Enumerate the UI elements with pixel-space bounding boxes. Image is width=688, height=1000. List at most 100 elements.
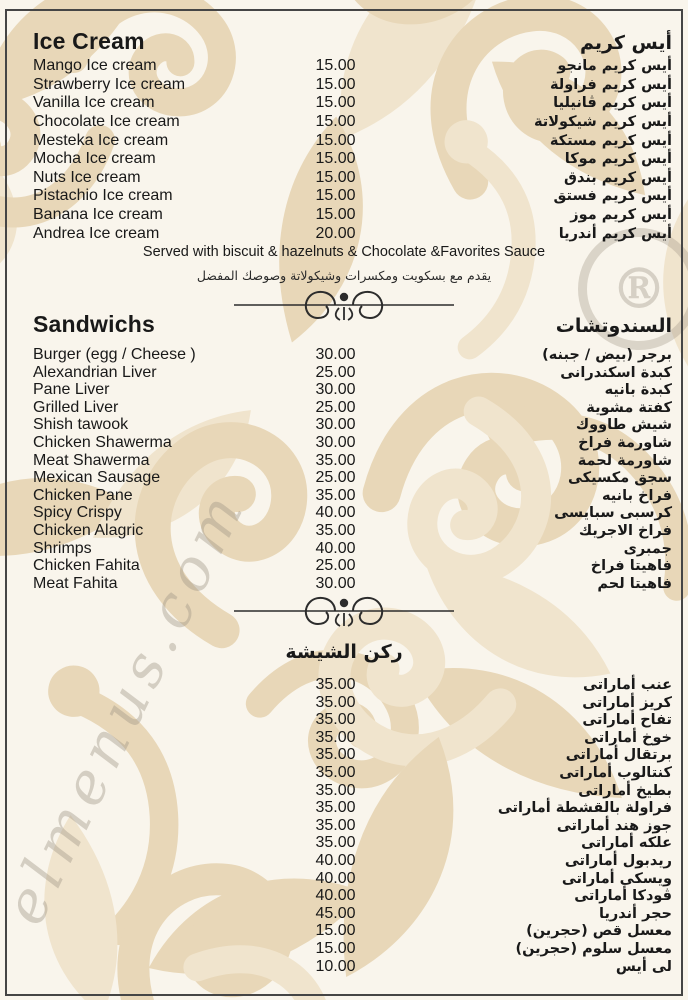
item-name-ar: فاهيتا فراخ: [590, 558, 672, 575]
menu-row: 35.00 برتقال أماراتى: [33, 746, 673, 764]
item-name-en: Chocolate Ice cream: [33, 113, 180, 131]
item-name-ar: فراخ الاجريك: [578, 522, 672, 539]
item-price: 45.00: [315, 904, 356, 922]
item-name-en: Pane Liver: [33, 381, 110, 399]
item-price: 35.00: [315, 746, 356, 764]
menu-row: Mocha Ice cream 15.00 أيس كريم موكا: [33, 150, 672, 169]
item-name-en: Banana Ice cream: [33, 206, 163, 224]
item-price: 40.00: [315, 504, 356, 522]
item-name-ar: كفتة مشوية: [586, 399, 672, 416]
menu-row: Banana Ice cream 15.00 أيس كريم موز: [33, 206, 672, 225]
item-name-ar: جمبرى: [623, 540, 672, 557]
menu-row: 15.00 معسل قص (حجرين): [33, 922, 673, 940]
item-name-ar: شاورمة لحمة: [577, 452, 672, 469]
menu-row: Shrimps 40.00 جمبرى: [33, 540, 672, 558]
item-name-ar: أيس كريم بندق: [564, 169, 672, 186]
item-price: 35.00: [315, 816, 356, 834]
item-price: 15.00: [315, 113, 356, 131]
item-price: 15.00: [315, 168, 356, 186]
item-name-en: Meat Fahita: [33, 574, 118, 592]
ornament-divider: [234, 596, 454, 627]
item-name-ar: أيس كريم مانجو: [557, 58, 672, 75]
item-price: 30.00: [315, 416, 356, 434]
menu-row: Chicken Fahita 25.00 فاهيتا فراخ: [33, 557, 672, 575]
ice-cream-title-ar: أيس كريم: [579, 32, 672, 54]
item-name-en: Chicken Alagric: [33, 521, 144, 539]
registered-symbol: ®: [611, 256, 667, 322]
item-price: 35.00: [315, 451, 356, 469]
item-price: 35.00: [315, 521, 356, 539]
item-name-en: Pistachio Ice cream: [33, 187, 173, 205]
item-price: 40.00: [315, 539, 356, 557]
menu-row: Pistachio Ice cream 15.00 أيس كريم فستق: [33, 187, 672, 206]
menu-row: 35.00 كنتالوب أماراتى: [33, 764, 673, 782]
item-name-en: Grilled Liver: [33, 398, 119, 416]
item-name-ar: ڤودكا أماراتى: [574, 888, 672, 905]
item-price: 30.00: [315, 574, 356, 592]
menu-row: 35.00 كريز أماراتى: [33, 694, 673, 712]
menu-row: Shish tawook 30.00 شيش طاووك: [33, 416, 672, 434]
item-name-ar: عنب أماراتى: [582, 677, 672, 693]
item-name-en: Mesteka Ice cream: [33, 131, 169, 149]
item-name-en: Chicken Fahita: [33, 557, 140, 575]
menu-row: 35.00 علكه أماراتى: [33, 834, 673, 852]
item-name-ar: بطيخ أماراتى: [578, 782, 672, 799]
item-price: 35.00: [315, 799, 356, 817]
item-name-ar: فراولة بالقشطة أماراتى: [497, 800, 672, 817]
item-name-ar: لى أيس: [615, 958, 672, 975]
item-price: 15.00: [315, 939, 356, 957]
item-name-ar: معسل سلوم (حجرين): [515, 940, 672, 957]
item-name-en: Strawberry Ice cream: [33, 75, 186, 93]
menu-row: Mango Ice cream 15.00 أيس كريم مانجو: [33, 57, 672, 76]
registered-trademark-watermark: ®: [578, 228, 688, 350]
menu-row: Meat Shawerma 35.00 شاورمة لحمة: [33, 452, 672, 470]
item-name-en: Vanilla Ice cream: [33, 94, 155, 112]
item-name-ar: برتقال أماراتى: [565, 747, 672, 764]
item-name-ar: ريدبول أماراتى: [564, 852, 672, 869]
item-price: 20.00: [315, 224, 356, 242]
menu-row: Spicy Crispy 40.00 كرسبى سبايسى: [33, 504, 672, 522]
item-name-ar: كبدة بانيه: [604, 382, 672, 399]
item-price: 15.00: [315, 75, 356, 93]
item-name-ar: كرسبى سبايسى: [554, 505, 672, 522]
item-price: 15.00: [315, 922, 356, 940]
shisha-title-ar: ركن الشيشة: [285, 641, 403, 663]
item-name-ar: أيس كريم موكا: [564, 151, 672, 168]
item-price: 10.00: [315, 957, 356, 975]
item-price: 40.00: [315, 851, 356, 869]
ice-cream-note-ar: يقدم مع بسكويت ومكسرات وشيكولاتة وصوصك ا…: [196, 268, 492, 283]
item-price: 15.00: [315, 187, 356, 205]
item-price: 35.00: [315, 834, 356, 852]
menu-row: Alexandrian Liver 25.00 كبدة اسكندرانى: [33, 364, 672, 382]
item-name-en: Shrimps: [33, 539, 92, 557]
ice-cream-note-en: Served with biscuit & hazelnuts & Chocol…: [142, 244, 546, 260]
menu-row: 35.00 عنب أماراتى: [33, 676, 673, 694]
menu-row: 35.00 خوخ أماراتى: [33, 729, 673, 747]
item-price: 30.00: [315, 433, 356, 451]
item-name-en: Burger (egg / Cheese ): [33, 346, 196, 363]
menu-row: Andrea Ice cream 20.00 أيس كريم أندريا: [33, 224, 672, 243]
item-name-ar: أيس كريم أندريا: [558, 225, 672, 242]
item-name-ar: برجر (بيض / جبنه): [542, 347, 672, 363]
item-name-ar: علكه أماراتى: [581, 835, 672, 852]
sandwich-items: Burger (egg / Cheese ) 30.00 برجر (بيض / ج…: [33, 346, 672, 592]
item-price: 35.00: [315, 676, 356, 693]
item-name-ar: أيس كريم ڤانيليا: [553, 95, 672, 112]
item-price: 35.00: [315, 711, 356, 729]
menu-row: Mexican Sausage 25.00 سجق مكسيكى: [33, 469, 672, 487]
ornament-divider: [234, 290, 454, 321]
item-name-ar: أيس كريم فراولة: [549, 76, 672, 93]
menu-row: 40.00 ويسكى أماراتى: [33, 870, 673, 888]
menu-row: Chicken Alagric 35.00 فراخ الاجريك: [33, 522, 672, 540]
item-name-ar: كريز أماراتى: [582, 694, 672, 711]
menu-row: Grilled Liver 25.00 كفتة مشوية: [33, 399, 672, 417]
item-price: 30.00: [315, 346, 356, 363]
item-name-en: Meat Shawerma: [33, 451, 150, 469]
menu-row: 10.00 لى أيس: [33, 957, 673, 976]
menu-row: 15.00 معسل سلوم (حجرين): [33, 939, 673, 958]
item-name-en: Chicken Pane: [33, 486, 133, 504]
menu-row: 40.00 ريدبول أماراتى: [33, 851, 673, 870]
item-name-en: Chicken Shawerma: [33, 433, 172, 451]
item-name-ar: أيس كريم فستق: [553, 188, 672, 205]
item-name-en: Andrea Ice cream: [33, 224, 160, 242]
